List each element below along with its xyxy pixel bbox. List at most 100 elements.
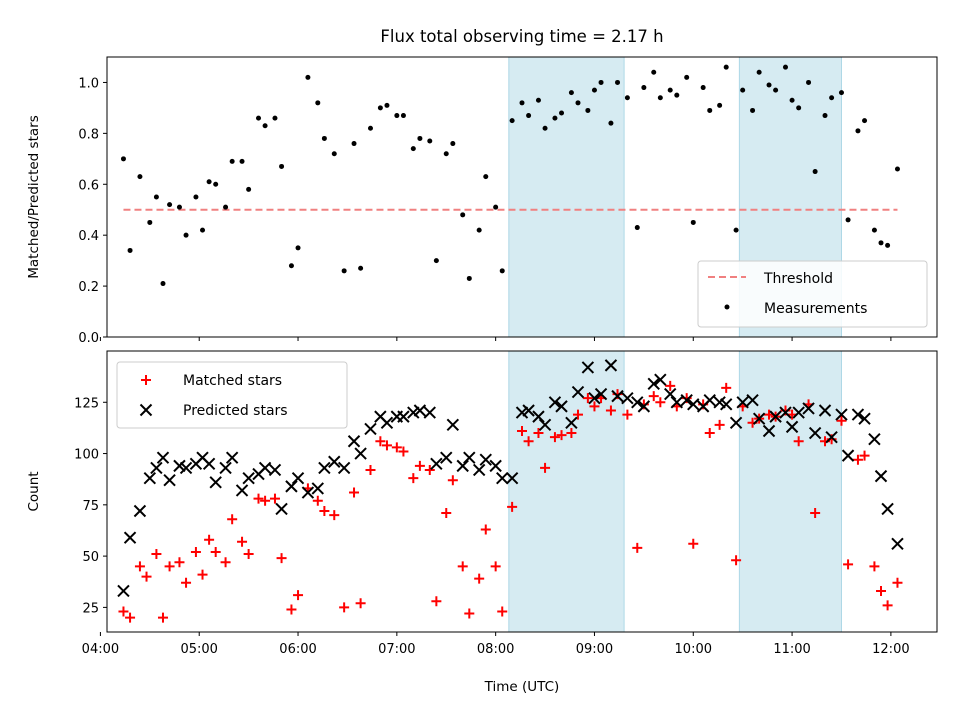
x-axis-label: Time (UTC) (484, 679, 560, 695)
predicted-stars-point (874, 469, 888, 483)
matched-stars-point (365, 464, 376, 475)
matched-stars-point (655, 397, 666, 408)
measurement-point (519, 100, 525, 106)
measurement-point (585, 107, 591, 113)
y-tick-label: 125 (74, 396, 99, 411)
matched-stars-point (398, 446, 409, 457)
matched-stars-point (731, 555, 742, 566)
x-tick-label: 04:00 (82, 642, 119, 657)
matched-stars-point (836, 415, 847, 426)
measurement-point (272, 115, 278, 121)
measurement-point (812, 169, 818, 175)
measurement-point (615, 79, 621, 85)
shaded-interval (508, 350, 625, 633)
matched-stars-point (174, 557, 185, 568)
predicted-stars-point (565, 416, 578, 429)
predicted-stars-point (808, 426, 822, 440)
predicted-stars-point (785, 420, 799, 434)
measurement-point (305, 74, 311, 80)
measurement-point (707, 107, 713, 113)
measurement-point (246, 186, 252, 192)
x-tick-label: 05:00 (180, 642, 217, 657)
matched-stars-point (424, 464, 435, 475)
predicted-stars-point (594, 387, 608, 401)
measurement-point (147, 219, 153, 225)
measurement-point (331, 151, 337, 157)
measurement-point (845, 217, 851, 223)
x-tick-label: 09:00 (576, 642, 613, 657)
predicted-stars-point (235, 484, 249, 497)
matched-stars-point (632, 542, 643, 553)
matched-stars-point (210, 547, 221, 558)
predicted-stars-point (654, 373, 667, 386)
measurement-point (167, 202, 173, 208)
predicted-stars-point (311, 482, 325, 495)
predicted-stars-point (133, 504, 147, 518)
measurement-point (256, 115, 262, 121)
predicted-stars-point (489, 459, 502, 473)
matched-stars-point (704, 428, 715, 439)
matched-stars-point (474, 573, 485, 584)
predicted-stars-point (571, 385, 585, 399)
matched-stars-point (381, 440, 392, 451)
matched-stars-point (721, 382, 732, 393)
predicted-stars-point (611, 389, 624, 403)
legend-box (116, 361, 348, 429)
measurement-point (700, 85, 706, 91)
chart-title: Flux total observing time = 2.17 h (380, 27, 663, 46)
measurement-point (433, 258, 439, 264)
matched-stars-point (293, 590, 304, 601)
measurement-point (476, 227, 482, 233)
predicted-stars-point (268, 463, 282, 477)
y-tick-label: 100 (74, 448, 99, 463)
y-axis-label: Count (26, 471, 42, 511)
predicted-stars-point (440, 451, 453, 464)
matched-stars-point (556, 430, 567, 441)
predicted-stars-point (337, 461, 351, 475)
predicted-stars-point (179, 461, 193, 475)
legend-threshold-label: Threshold (763, 271, 833, 287)
measurement-point (400, 113, 406, 119)
predicted-stars-point (818, 404, 832, 417)
measurement-point (410, 146, 416, 152)
matched-stars-point (533, 428, 544, 439)
matched-stars-point (253, 493, 264, 504)
measurement-point (493, 204, 499, 210)
predicted-stars-point (479, 453, 492, 466)
predicted-stars-point (825, 430, 838, 444)
predicted-stars-point (150, 461, 163, 475)
matched-stars-point (665, 380, 676, 391)
measurement-point (657, 95, 663, 101)
measurement-point (526, 113, 532, 119)
matched-stars-point (414, 460, 425, 471)
matched-stars-point (810, 508, 821, 519)
predicted-stars-point (275, 502, 288, 516)
measurement-point (773, 87, 779, 93)
matched-stars-point (164, 561, 175, 572)
measurement-point (127, 247, 133, 253)
legend-measurement-swatch (724, 304, 730, 310)
matched-stars-point (447, 475, 458, 486)
measurement-point (460, 212, 466, 218)
predicted-stars-point (664, 387, 677, 401)
matched-stars-point (319, 505, 330, 516)
predicted-stars-point (588, 391, 601, 405)
measurement-point (509, 118, 515, 124)
measurement-point (674, 92, 680, 98)
x-tick-label: 11:00 (773, 642, 810, 657)
x-tick-label: 08:00 (477, 642, 514, 657)
measurement-point (417, 135, 423, 141)
predicted-stars-point (729, 416, 743, 429)
matched-stars-point (869, 561, 880, 572)
measurement-point (358, 265, 364, 271)
measurement-point (871, 227, 877, 233)
matched-stars-point (852, 454, 863, 465)
measurement-point (733, 227, 739, 233)
legend-predicted-label: Predicted stars (183, 403, 288, 419)
measurement-point (341, 268, 347, 274)
y-tick-label: 0.2 (78, 280, 99, 295)
measurement-point (137, 174, 143, 180)
predicted-stars-point (680, 394, 693, 407)
legend-matched-label: Matched stars (183, 373, 282, 389)
predicted-stars-point (779, 406, 792, 419)
